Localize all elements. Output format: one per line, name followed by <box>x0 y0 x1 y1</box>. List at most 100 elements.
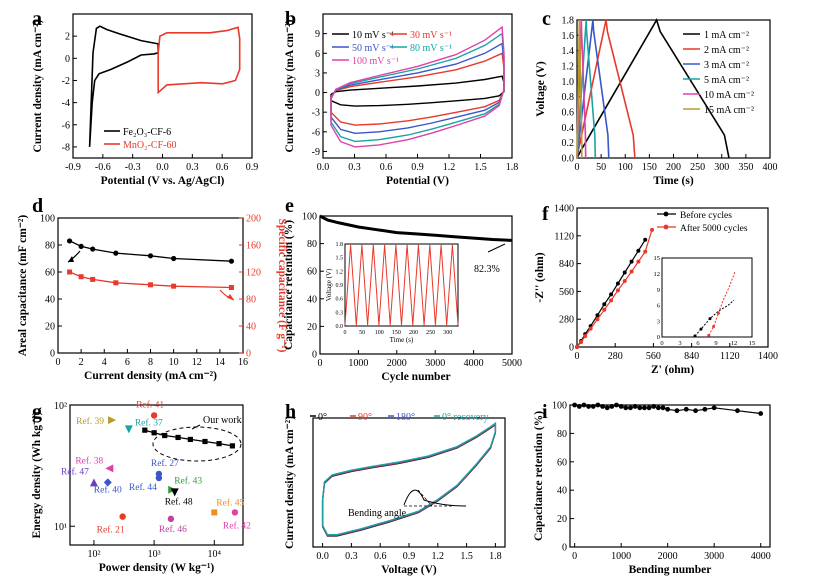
x-tick-label: 0.9 <box>246 162 259 173</box>
data-point <box>674 408 680 414</box>
data-point <box>646 405 652 411</box>
data-point <box>228 285 234 291</box>
x-tick-label: 1400 <box>758 351 778 362</box>
y-tick-label: 0 <box>312 350 317 361</box>
y-tick-label: -2 <box>62 76 70 87</box>
x-tick-label: 1.8 <box>489 551 502 562</box>
inset-x-label: Time (s) <box>390 336 414 344</box>
legend-label: 0° <box>318 412 327 423</box>
y-tick-label: 0.8 <box>562 92 575 103</box>
x-tick-label: 10 <box>169 357 179 368</box>
ref-marker <box>211 509 218 516</box>
x-tick-label: 0.6 <box>216 162 229 173</box>
ref-marker <box>170 488 179 497</box>
panel-h: Voltage (V) Current density (mA cm⁻²) 0.0 0… <box>284 401 506 576</box>
x-tick-label: 0.3 <box>345 551 358 562</box>
panel-letter: h <box>285 401 296 423</box>
x-tick-label: 2000 <box>387 358 407 369</box>
data-point <box>67 269 73 275</box>
x-tick-label: -0.3 <box>125 162 141 173</box>
annotation-label: Bending angle <box>348 508 407 519</box>
plot-frame <box>569 404 771 548</box>
x-tick-label: 3000 <box>425 358 445 369</box>
data-point <box>609 298 614 303</box>
y-tick-label: 1.6 <box>562 31 575 42</box>
y-tick-label: 10² <box>54 401 67 412</box>
panel-letter: c <box>542 8 551 30</box>
y2-tick-label: 120 <box>246 268 261 279</box>
annotation-pointer <box>191 424 201 430</box>
ref-marker <box>231 509 239 516</box>
data-point <box>148 282 153 288</box>
data-point <box>575 345 579 349</box>
y-tick-label: 100 <box>552 401 567 412</box>
ref-label: Ref. 46 <box>159 524 187 535</box>
inset-x-tick-label: 3 <box>678 340 681 347</box>
x-tick-label: 150 <box>642 162 657 173</box>
y-tick-label: 80 <box>45 241 55 252</box>
data-point <box>650 227 655 232</box>
x-tick-label: 2 <box>79 357 84 368</box>
legend-label: 50 mV s⁻¹ <box>352 43 394 54</box>
legend-label: 30 mV s⁻¹ <box>410 30 452 41</box>
ref-label: Ref. 21 <box>97 525 125 536</box>
data-point <box>604 405 610 411</box>
legend-label: Fe₂O₃-CF-6 <box>123 127 171 138</box>
x-tick-label: 8 <box>148 357 153 368</box>
data-point <box>711 405 717 411</box>
data-point <box>609 292 614 297</box>
y-tick-label: 0 <box>50 349 55 360</box>
x-tick-label: 10⁴ <box>208 549 222 560</box>
y-tick-label: 100 <box>40 214 55 225</box>
data-point <box>228 258 235 264</box>
x-tick-label: 0 <box>572 551 577 562</box>
y-tick-label: -6 <box>62 120 70 131</box>
x-tick-label: 300 <box>714 162 729 173</box>
y-tick-label: 0.2 <box>562 138 575 149</box>
inset-point <box>707 333 711 337</box>
data-point <box>637 405 643 411</box>
ref-marker <box>108 416 117 425</box>
inset-x-tick-label: 100 <box>375 330 384 336</box>
y-tick-label: 60 <box>45 268 55 279</box>
x-tick-label: 250 <box>690 162 705 173</box>
data-point <box>588 326 593 331</box>
y-tick-label: 1.0 <box>562 77 575 88</box>
our-work-point <box>162 432 168 439</box>
panel-letter: e <box>285 195 294 217</box>
inset-x-tick-label: 12 <box>731 340 738 347</box>
x-tick-label: 0 <box>318 358 323 369</box>
x-tick-label: 1.2 <box>443 162 456 173</box>
x-tick-label: 0 <box>575 351 580 362</box>
data-point <box>113 280 119 286</box>
x-tick-label: -0.6 <box>95 162 111 173</box>
bending-angle-line <box>417 489 433 507</box>
ref-label: Ref. 27 <box>151 458 179 469</box>
data-point <box>618 404 624 409</box>
y-axis-label: Current density (mA cm⁻²) <box>284 416 296 549</box>
ref-label: Ref. 43 <box>174 476 202 487</box>
inset-y-tick-label: 1.5 <box>336 256 344 262</box>
inset-point <box>699 327 703 331</box>
y-axis-label: Energy density (Wh kg⁻¹) <box>31 411 43 538</box>
our-work-point <box>216 441 222 447</box>
panel-letter: f <box>542 203 549 225</box>
data-point <box>643 237 648 242</box>
x-tick-label: 560 <box>646 351 661 362</box>
y-tick-label: -8 <box>62 142 70 153</box>
legend-label: After 5000 cycles <box>680 223 748 234</box>
y2-axis-label: Specific capacitance (F g⁻¹) <box>276 219 288 353</box>
inset-x-tick-label: 50 <box>359 330 365 336</box>
inset-frame <box>661 257 753 338</box>
y-tick-label: 40 <box>307 294 317 305</box>
y-tick-label: 3 <box>315 68 320 79</box>
inset-x-tick-label: 0 <box>344 330 347 336</box>
panel-letter: d <box>32 195 43 217</box>
y2-tick-label: 40 <box>246 322 256 333</box>
inset-x-tick-label: 15 <box>749 340 756 347</box>
data-point <box>758 411 764 416</box>
legend-label: 90° <box>358 412 372 423</box>
y-tick-label: 80 <box>307 239 317 250</box>
x-tick-label: 4000 <box>464 358 484 369</box>
legend-label: 10 mV s⁻¹ <box>352 30 394 41</box>
